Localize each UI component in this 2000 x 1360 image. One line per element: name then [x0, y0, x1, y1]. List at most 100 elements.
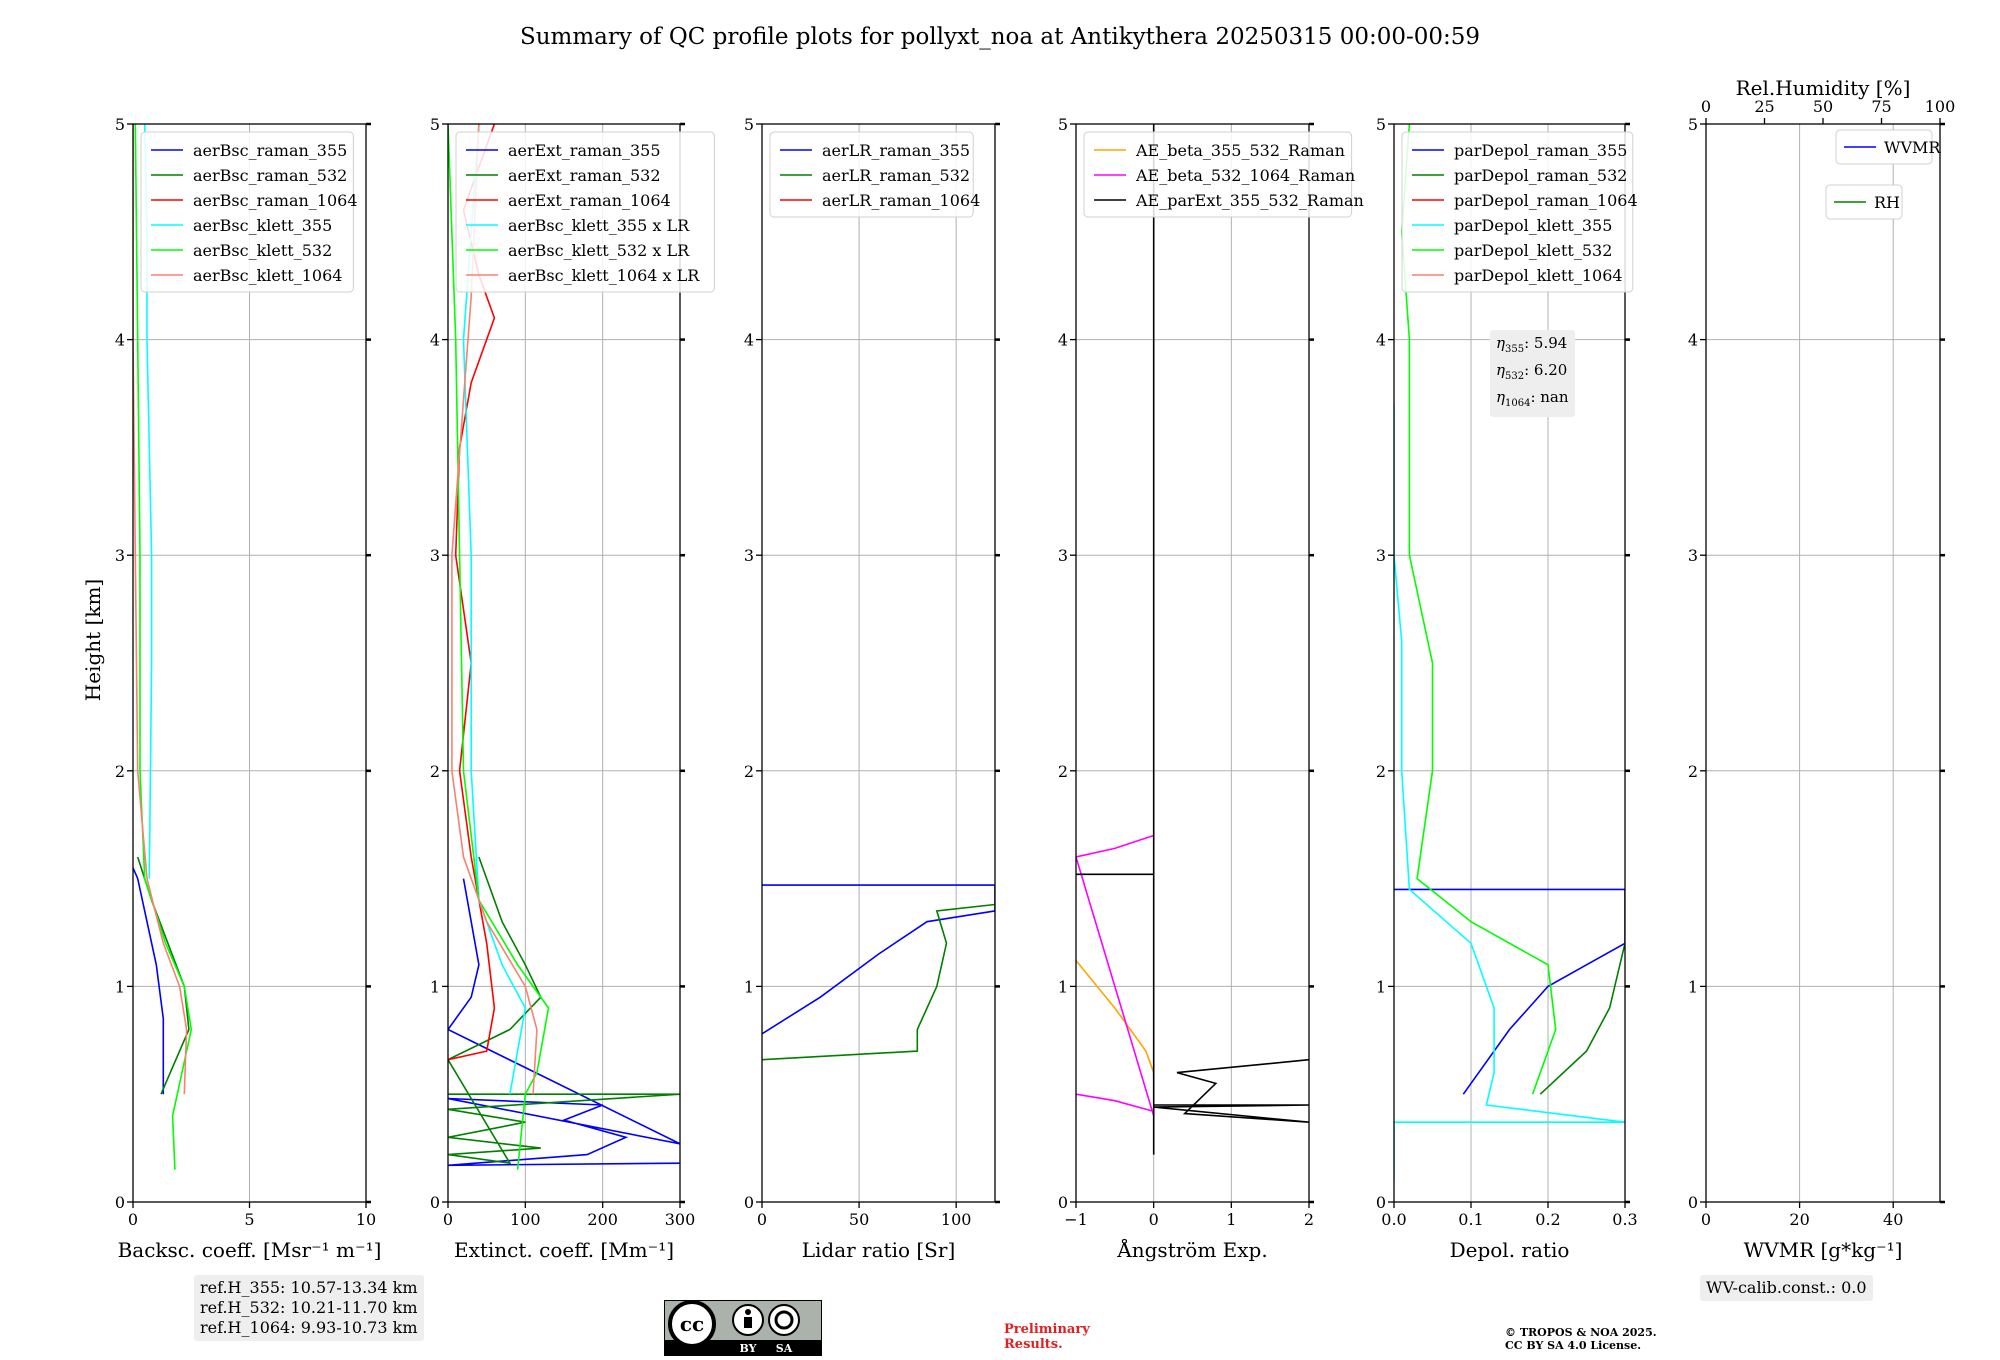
- series-line-AE_parExt_355_532_Raman: [1076, 124, 1309, 1155]
- series-line-aerExt_raman_532: [448, 856, 680, 1165]
- x-tick-label: −1: [1064, 1210, 1088, 1229]
- legend-entry: aerExt_raman_1064: [508, 191, 671, 210]
- legend-entry: parDepol_klett_1064: [1454, 266, 1623, 285]
- legend-frame: [1835, 129, 1933, 165]
- legend-frame: [769, 131, 974, 218]
- y-tick-label: 5: [430, 115, 440, 134]
- eta-box: η355: 5.94 η532: 6.20 η1064: nan: [1490, 330, 1575, 417]
- legend-entry: parDepol_klett_532: [1454, 241, 1612, 260]
- x2-tick-label: 25: [1754, 97, 1774, 116]
- legend-entry: aerBsc_klett_532 x LR: [508, 241, 690, 260]
- series-line-aerBsc_klett_1064: [133, 124, 188, 1095]
- legend-entry: AE_parExt_355_532_Raman: [1135, 191, 1364, 210]
- y-tick-label: 1: [1688, 977, 1698, 996]
- legend-entry: aerLR_raman_532: [822, 166, 970, 185]
- legend: aerBsc_raman_355 aerBsc_raman_532 aerBsc_r…: [140, 131, 358, 293]
- legend-entry: RH: [1874, 193, 1900, 212]
- legend: WVMR: [1835, 129, 1941, 165]
- legend-entry: aerExt_raman_355: [508, 141, 661, 160]
- axes-frame: [1705, 123, 1941, 1203]
- y-tick-label: 3: [115, 546, 125, 565]
- series-line-aerBsc_klett_1064 x LR: [451, 124, 538, 1095]
- x2-tick-label: 100: [1925, 97, 1956, 116]
- x-axis-label: Extinct. coeff. [Mm⁻¹]: [454, 1238, 674, 1262]
- y-tick-label: 4: [115, 331, 125, 350]
- legend-entry: parDepol_raman_532: [1454, 166, 1627, 185]
- y-tick-label: 2: [430, 762, 440, 781]
- series-line-parDepol_klett_532: [1400, 124, 1557, 1095]
- axes-frame: [761, 123, 996, 1203]
- legend-entry: aerBsc_raman_1064: [193, 191, 358, 210]
- ref-h-355: ref.H_355: 10.57-13.34 km: [200, 1278, 418, 1297]
- eta-1064: η1064: nan: [1496, 388, 1569, 409]
- wv-calib-box: WV-calib.const.: 0.0: [1700, 1275, 1873, 1301]
- y-tick-label: 4: [1376, 331, 1386, 350]
- axes-frame: [1075, 123, 1310, 1203]
- x-tick-label: 100: [941, 1210, 972, 1229]
- x-axis-label: Depol. ratio: [1450, 1238, 1570, 1262]
- x-tick-label: 1: [1226, 1210, 1236, 1229]
- x-tick-label: 50: [849, 1210, 869, 1229]
- x-axis-label: Lidar ratio [Sr]: [802, 1238, 956, 1262]
- panel-2: 0 1 2 3 4 5 0 100 200 300 Extinct. coeff. [Mm⁻¹] ae…: [430, 115, 715, 1262]
- legend-entry: aerExt_raman_532: [508, 166, 661, 185]
- x-tick-label: 0: [128, 1210, 138, 1229]
- legend-entry: WVMR: [1884, 138, 1941, 157]
- y-tick-label: 3: [1688, 546, 1698, 565]
- x2-axis-label: Rel.Humidity [%]: [1736, 76, 1911, 100]
- y-tick-label: 1: [1058, 977, 1068, 996]
- legend-entry: AE_beta_355_532_Raman: [1135, 141, 1345, 160]
- series-line-parDepol_raman_532: [1539, 943, 1625, 1095]
- legend-frame: [140, 131, 354, 293]
- x-tick-label: 0.0: [1381, 1210, 1406, 1229]
- legend-entry: aerLR_raman_355: [822, 141, 970, 160]
- series-line-aerBsc_klett_532 x LR: [448, 124, 550, 1170]
- x-tick-label: 100: [510, 1210, 541, 1229]
- legend: AE_beta_355_532_Raman AE_beta_532_1064_Ra…: [1083, 131, 1364, 218]
- legend-entry: parDepol_raman_355: [1454, 141, 1627, 160]
- x-axis-label: WVMR [g*kg⁻¹]: [1744, 1238, 1903, 1262]
- y-tick-label: 2: [744, 762, 754, 781]
- x-axis-label: Ångström Exp.: [1116, 1237, 1267, 1262]
- y-tick-label: 1: [430, 977, 440, 996]
- series-line-aerLR_raman_532: [762, 903, 995, 1061]
- y-tick-label: 0: [115, 1193, 125, 1212]
- y-tick-label: 0: [1376, 1193, 1386, 1212]
- y-tick-label: 3: [1376, 546, 1386, 565]
- y-tick-label: 4: [744, 331, 754, 350]
- legend-entry: aerBsc_raman_532: [193, 166, 347, 185]
- y-tick-label: 3: [1058, 546, 1068, 565]
- y-tick-label: 5: [1058, 115, 1068, 134]
- copyright-note: © TROPOS & NOA 2025. CC BY SA 4.0 Licens…: [1505, 1326, 1657, 1352]
- preliminary-results-note: Preliminary Results.: [1004, 1322, 1090, 1352]
- y-tick-label: 0: [1688, 1193, 1698, 1212]
- x2-tick-label: 75: [1871, 97, 1891, 116]
- x-tick-label: 0: [443, 1210, 453, 1229]
- ref-h-1064: ref.H_1064: 9.93-10.73 km: [200, 1318, 418, 1337]
- y-tick-label: 2: [1688, 762, 1698, 781]
- cc-by-sa-license-badge: cc BY SA: [664, 1300, 822, 1356]
- x-tick-label: 200: [587, 1210, 618, 1229]
- y-tick-label: 1: [744, 977, 754, 996]
- axes-frame: [1393, 123, 1626, 1203]
- series-group: [1076, 124, 1309, 1155]
- y-tick-label: 0: [430, 1193, 440, 1212]
- y-tick-label: 0: [744, 1193, 754, 1212]
- x-tick-label: 5: [244, 1210, 254, 1229]
- legend-entry: AE_beta_532_1064_Raman: [1135, 166, 1355, 185]
- y-tick-label: 5: [1688, 115, 1698, 134]
- legend: aerLR_raman_355 aerLR_raman_532 aerLR_rama…: [769, 131, 980, 218]
- eta-532: η532: 6.20: [1496, 361, 1568, 382]
- panel-1: 0 1 2 3 4 5 0 5 10 Backsc. coeff. [Msr⁻¹ m⁻¹] aerB…: [115, 115, 382, 1262]
- y-tick-label: 3: [430, 546, 440, 565]
- axes-frame: [447, 123, 681, 1203]
- figure-title: Summary of QC profile plots for pollyxt_…: [520, 24, 1480, 50]
- legend: RH: [1825, 184, 1903, 220]
- x2-tick-label: 0: [1701, 97, 1711, 116]
- x-tick-label: 10: [356, 1210, 376, 1229]
- legend-entry: parDepol_raman_1064: [1454, 191, 1638, 210]
- x2-tick-label: 50: [1813, 97, 1833, 116]
- legend: parDepol_raman_355 parDepol_raman_532 parD…: [1401, 131, 1638, 293]
- y-tick-label: 1: [115, 977, 125, 996]
